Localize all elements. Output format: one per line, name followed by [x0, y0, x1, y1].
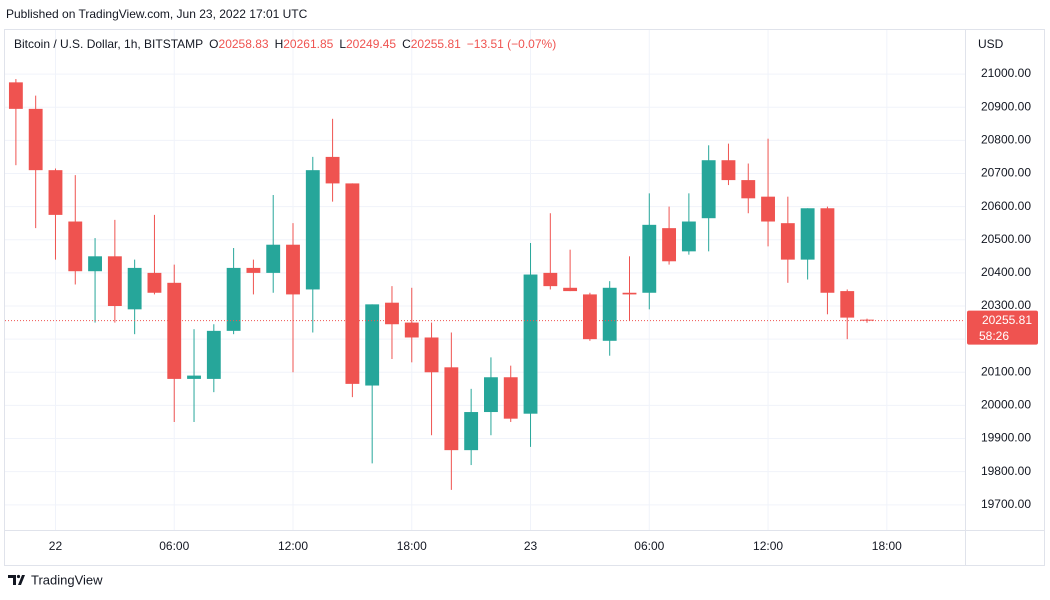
y-axis-label: USD	[978, 37, 1004, 51]
brand-name: TradingView	[31, 572, 103, 587]
close-value: 20255.81	[411, 37, 461, 51]
candle-body	[305, 170, 320, 290]
y-tick-label: 21000.00	[981, 66, 1031, 80]
candle-body	[147, 272, 162, 293]
y-tick-label: 20700.00	[981, 166, 1031, 180]
x-tick-label: 12:00	[278, 539, 308, 553]
candle-body	[701, 160, 716, 219]
candle-body	[48, 170, 63, 215]
candle-body	[167, 282, 182, 379]
candle-body	[88, 256, 102, 272]
last-price-box	[967, 310, 1038, 345]
candle-body	[840, 291, 855, 318]
candle-body	[226, 267, 241, 331]
y-tick-label: 20500.00	[981, 232, 1031, 246]
candle-body	[484, 377, 498, 413]
change-value: −13.51 (−0.07%)	[467, 37, 556, 51]
candle-body	[206, 330, 221, 379]
logo-dot	[16, 574, 21, 579]
x-tick-label: 06:00	[634, 539, 664, 553]
ohlc-label: O	[209, 37, 218, 51]
candle-body	[266, 244, 281, 273]
candle-body	[721, 160, 736, 181]
x-tick-label: 22	[49, 539, 63, 553]
candle-body	[602, 287, 617, 341]
candle-body	[543, 272, 558, 287]
candle-body	[404, 322, 419, 338]
ohlc-label: C	[402, 37, 411, 51]
x-tick-label: 18:00	[397, 539, 427, 553]
logo-icon	[8, 575, 25, 585]
ohlc-label: H	[275, 37, 284, 51]
candle-body	[127, 267, 142, 310]
candle-body	[365, 304, 380, 386]
y-tick-label: 20600.00	[981, 199, 1031, 213]
y-tick-label: 20100.00	[981, 364, 1031, 378]
legend-header: Bitcoin / U.S. Dollar, 1h, BITSTAMP O2025…	[14, 37, 556, 51]
candle-body	[741, 180, 756, 199]
candle-body	[385, 302, 399, 325]
ohlc-label: L	[339, 37, 346, 51]
candle-body	[761, 196, 775, 222]
y-tick-label: 20900.00	[981, 99, 1031, 113]
candle-body	[187, 375, 201, 379]
symbol-title: Bitcoin / U.S. Dollar, 1h, BITSTAMP	[14, 37, 203, 51]
high-value: 20261.85	[283, 37, 333, 51]
candle-body	[345, 183, 360, 384]
y-tick-label: 19800.00	[981, 464, 1031, 478]
candle-body	[28, 108, 43, 171]
x-tick-label: 18:00	[872, 539, 902, 553]
candle-body	[523, 274, 538, 414]
y-tick-label: 20800.00	[981, 133, 1031, 147]
candle-body	[642, 224, 657, 293]
candle-body	[582, 294, 597, 340]
candle-body	[820, 208, 835, 293]
candle-body	[107, 256, 122, 307]
y-tick-label: 20300.00	[981, 298, 1031, 312]
candles	[8, 79, 874, 490]
y-tick-label: 19700.00	[981, 497, 1031, 511]
x-tick-label: 23	[524, 539, 538, 553]
x-tick-label: 12:00	[753, 539, 783, 553]
x-tick-label: 06:00	[159, 539, 189, 553]
countdown-label: 58:26	[979, 329, 1009, 343]
brand-logo	[8, 574, 25, 585]
candle-body	[780, 223, 795, 260]
candle-body	[68, 221, 83, 272]
candle-body	[563, 287, 578, 292]
y-tick-label: 20000.00	[981, 398, 1031, 412]
candle-body	[800, 208, 815, 260]
open-value: 20258.83	[219, 37, 269, 51]
candle-body	[8, 82, 23, 109]
y-tick-label: 20400.00	[981, 265, 1031, 279]
candle-body	[503, 377, 518, 419]
candle-body	[286, 244, 300, 295]
y-tick-label: 19900.00	[981, 431, 1031, 445]
published-note: Published on TradingView.com, Jun 23, 20…	[6, 7, 308, 21]
candle-body	[622, 292, 637, 295]
last-price-label: 20255.81	[982, 313, 1032, 327]
candle-body	[860, 319, 874, 321]
candle-body	[246, 267, 261, 273]
chart-frame	[4, 29, 1045, 566]
candle-body	[662, 228, 677, 262]
candle-body	[464, 412, 479, 451]
candle-body	[325, 156, 340, 184]
candle-body	[444, 367, 459, 451]
low-value: 20249.45	[346, 37, 396, 51]
candle-body	[681, 221, 696, 252]
candle-body	[424, 337, 439, 373]
